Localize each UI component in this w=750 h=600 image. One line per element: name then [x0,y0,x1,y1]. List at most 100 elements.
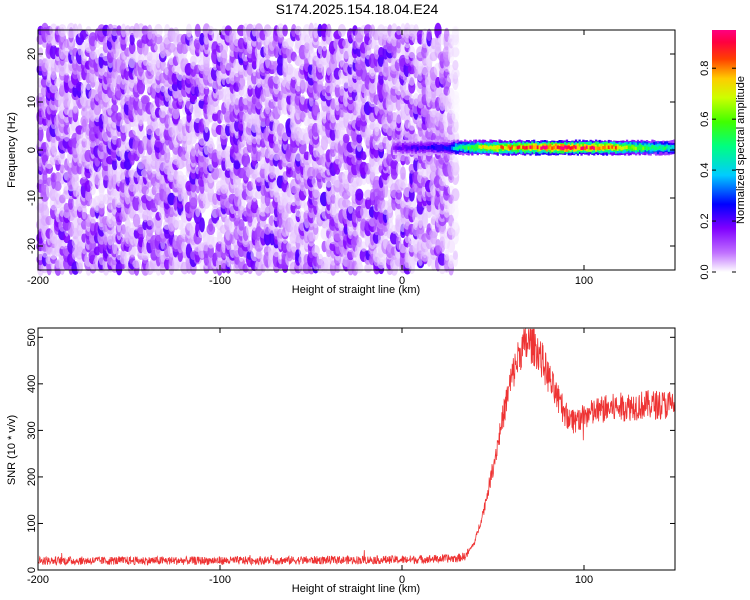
spectrogram-noise-cell [237,74,246,91]
spectrogram-noise-cell [208,137,214,149]
spectrogram-signal-cell [416,146,419,151]
spectrogram-signal-cell [511,145,514,149]
spectrogram-signal-cell [440,146,443,150]
snr-y-tick-label: 300 [26,421,38,439]
spectrogram-signal-cell [560,146,563,150]
spectrogram-signal-cell [527,145,530,149]
spectrogram-signal-cell [463,146,467,150]
spectrogram-signal-cell [476,145,479,149]
spectrogram-signal-cell [600,145,603,150]
spectrogram-noise-cell [146,214,153,227]
spectrogram-signal-cell [514,146,518,150]
spectrogram-signal-cell [585,145,589,149]
spectrogram-x-ticks: -200 -100 0 100 [27,30,593,287]
spectrogram-noise-cell [37,126,44,142]
spectrogram-noise-cell [63,232,71,244]
spectrogram-noise-cell [452,250,458,260]
snr-y-axis-label: SNR (10 * v/v) [6,415,18,485]
snr-y-tick-label: 0 [26,567,38,573]
spectrogram-signal-cell [620,146,623,151]
spectrogram-noise-cell [451,111,460,123]
colorbar: 0.0 0.2 0.4 0.6 0.8 Normalized spectral ampl… [699,30,747,280]
spectrogram-signal-cell [438,145,441,149]
spectrogram-signal-cell [658,145,661,150]
spectrogram-signal-cell [503,146,507,150]
spectrogram-signal-cell [569,146,572,150]
spectrogram-noise-cell [59,82,65,92]
spectrogram-signal-cell [485,145,488,150]
spectrogram-signal-cell [587,145,590,152]
spectrogram-noise-cell [452,118,459,133]
spectrogram-signal-cell [640,146,643,150]
spectrogram-signal-cell [429,145,432,150]
spectrogram-signal-cell [624,145,627,150]
spectrogram-noise-cell [203,86,210,96]
spectrogram-noise-cells [36,22,460,276]
spectrogram-noise-cell [355,188,364,201]
spectrogram-signal-cell [571,146,574,150]
spectrogram-signal-cell [664,146,667,150]
spectrogram-noise-cell [68,196,75,210]
spectrogram-signal-cell [398,146,401,150]
spectrogram-noise-cell [452,219,459,230]
spectrogram-signal-cell [614,146,618,150]
spectrogram-signal-cell [396,146,399,150]
spectrogram-signal-cell [460,145,463,149]
spectrogram-signal-cell [673,145,676,149]
spectrogram-signal-cell [454,143,458,151]
spectrogram-noise-cell [365,197,372,210]
spectrogram-signal-cell [473,146,476,151]
spectrogram-signal-cell [425,146,428,150]
spectrogram-noise-cell [85,99,92,109]
snr-plot-area [38,328,675,570]
spectrogram-y-axis-label: Frequency (Hz) [6,112,18,188]
spectrogram-signal-cell [573,145,576,152]
spectrogram-noise-cell [106,100,114,116]
spectrogram-signal-cell [407,146,410,150]
snr-y-tick-label: 100 [26,514,38,532]
spectrogram-signal-cell [474,145,478,149]
spectrogram-signal-cell [422,145,425,149]
spectrogram-signal-cell [567,145,570,149]
spectrogram-signal-cell [451,146,454,150]
spectrogram-signal-cell [558,146,561,150]
spectrogram-signal-cell [649,146,652,150]
snr-y-ticks: 0 100 200 300 400 500 [26,328,675,573]
spectrogram-noise-cell [116,25,122,36]
spectrogram-signal-cell [392,146,396,150]
spectrogram-signal-cell [565,145,569,150]
spectrogram-noise-cell [407,120,416,131]
spectrogram-x-tick-label: -100 [209,275,231,287]
spectrogram-noise-cell [37,47,44,57]
spectrogram-x-axis-label: Height of straight line (km) [292,284,420,296]
spectrogram-signal-cell [411,145,414,150]
spectrogram-noise-cell [277,55,285,67]
spectrogram-signal-cell [529,145,532,149]
spectrogram-noise-cell [407,197,417,210]
spectrogram-signal-cell [531,145,534,149]
chart-title: S174.2025.154.18.04.E24 [276,1,439,17]
spectrogram-signal-cell [420,146,423,150]
spectrogram-noise-cell [273,46,279,58]
spectrogram-signal-cell [622,146,625,150]
spectrogram-noise-cell [396,38,402,49]
spectrogram-signal-cell [525,146,529,150]
spectrogram-signal-cell [491,146,494,150]
snr-x-axis-label: Height of straight line (km) [292,583,420,595]
spectrogram-signal-cell [598,146,601,151]
spectrogram-signal-cell [633,146,636,150]
spectrogram-signal-cell [487,146,490,150]
spectrogram-signal-cell [627,145,630,150]
spectrogram-signal-cell [582,146,585,150]
spectrogram-signal-cell [547,145,550,149]
spectrogram-signal-cell [520,145,523,149]
spectrogram-signal-cell [551,146,554,150]
spectrogram-noise-cell [211,166,220,180]
spectrogram-noise-cell [111,103,119,114]
spectrogram-signal-cell [596,146,599,151]
spectrogram-signal-cell [480,145,483,149]
spectrogram-signal-cell [469,146,472,150]
spectrogram-signal-cell [502,146,505,150]
spectrogram-noise-cell [372,163,381,175]
